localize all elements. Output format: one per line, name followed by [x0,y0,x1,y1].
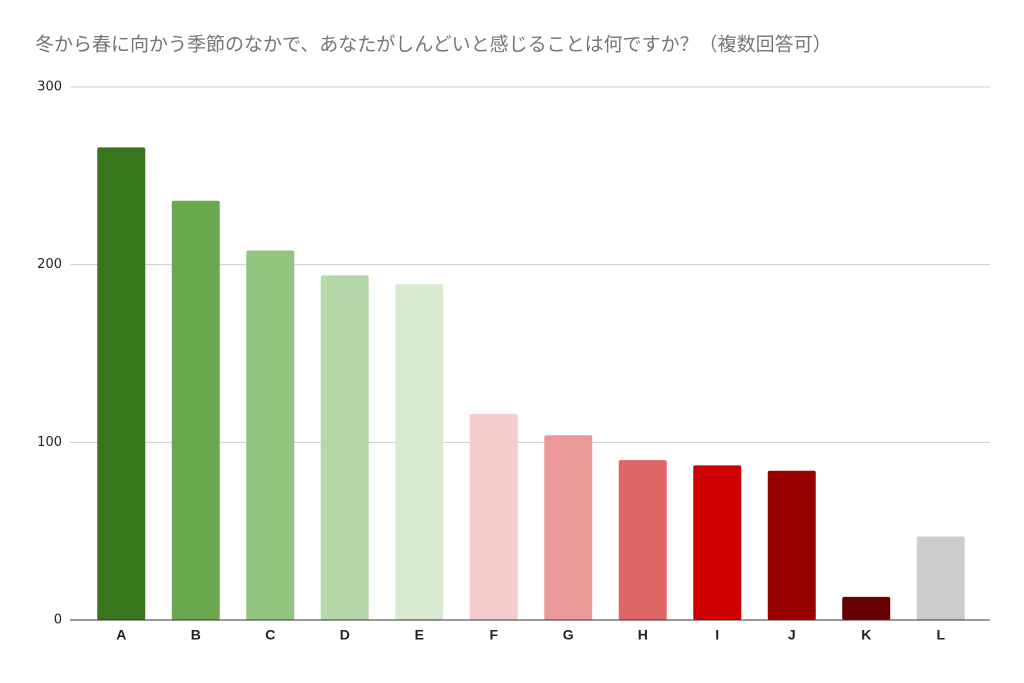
chart-title: 冬から春に向かう季節のなかで、あなたがしんどいと感じることは何ですか？（複数回答… [35,34,832,56]
x-tick-label: C [265,627,275,643]
x-tick-label: D [340,627,350,643]
bar [320,275,369,620]
bar [544,435,593,620]
x-tick-label: B [191,627,201,643]
bar [97,147,146,620]
bar [767,470,816,620]
x-tick-label: A [116,627,126,643]
bar [916,536,965,620]
x-tick-label: L [936,627,945,643]
x-tick-label: J [788,627,796,643]
bar [618,460,667,620]
x-tick-label: I [715,627,719,643]
x-tick-label: H [638,627,648,643]
x-tick-label: K [861,627,871,643]
y-tick-label: 300 [37,80,62,95]
y-tick-label: 100 [37,435,62,450]
x-tick-label: E [415,627,424,643]
bar [693,465,742,620]
bar [246,250,295,620]
x-tick-label: G [563,627,574,643]
bar [171,200,220,620]
y-tick-label: 200 [37,257,62,272]
bar [395,284,444,620]
y-tick-label: 0 [54,613,62,628]
x-tick-label: F [489,627,498,643]
bar [469,413,518,620]
bar [842,596,891,620]
